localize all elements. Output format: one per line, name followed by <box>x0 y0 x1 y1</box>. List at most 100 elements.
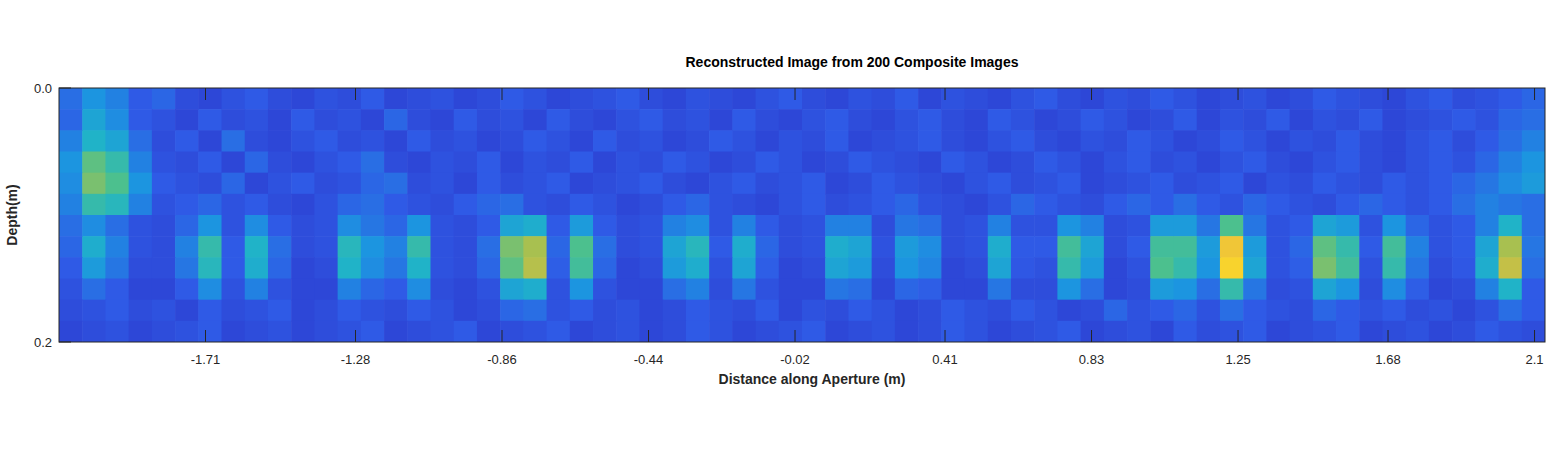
heatmap-cell <box>709 321 733 342</box>
heatmap-cell <box>361 130 385 152</box>
heatmap-cell <box>1522 279 1545 301</box>
heatmap-cell <box>1104 152 1128 174</box>
heatmap-cell <box>454 257 478 279</box>
heatmap-cell <box>454 173 478 195</box>
heatmap-cell <box>1406 257 1430 279</box>
heatmap-cell <box>1522 321 1545 342</box>
heatmap-cell <box>82 279 106 301</box>
heatmap-cell <box>175 321 199 342</box>
heatmap-cell <box>105 215 129 237</box>
heatmap-cell <box>1429 236 1453 258</box>
heatmap-cell <box>802 321 826 342</box>
heatmap-cell <box>314 257 338 279</box>
heatmap-cell <box>1266 173 1290 195</box>
heatmap-cell <box>152 194 176 216</box>
heatmap-cell <box>988 215 1012 237</box>
heatmap-cell <box>1057 236 1081 258</box>
x-tick <box>1091 330 1092 342</box>
x-axis-label: Distance along Aperture (m) <box>719 371 906 387</box>
heatmap-cell <box>825 321 849 342</box>
heatmap-cell <box>1475 236 1499 258</box>
heatmap-cell <box>686 300 710 322</box>
heatmap-cell <box>82 321 106 342</box>
heatmap-cell <box>82 257 106 279</box>
heatmap-cell <box>1011 130 1035 152</box>
heatmap-cell <box>384 152 408 174</box>
heatmap-cell <box>1382 109 1406 131</box>
heatmap-cell <box>547 173 571 195</box>
heatmap-cell <box>965 215 989 237</box>
heatmap-cell <box>1406 130 1430 152</box>
heatmap-cell <box>732 152 756 174</box>
heatmap-cell <box>918 173 942 195</box>
heatmap-cell <box>1382 257 1406 279</box>
heatmap-cell <box>988 300 1012 322</box>
heatmap-cell <box>407 88 431 110</box>
heatmap-cell <box>639 109 663 131</box>
heatmap-cell <box>756 257 780 279</box>
heatmap-cell <box>1336 194 1360 216</box>
heatmap-cell <box>1034 257 1058 279</box>
heatmap-cell <box>965 109 989 131</box>
heatmap-cell <box>1499 152 1523 174</box>
heatmap-cell <box>1011 236 1035 258</box>
heatmap-cell <box>732 173 756 195</box>
heatmap-cell <box>338 173 362 195</box>
heatmap-cell <box>1150 236 1174 258</box>
heatmap-cell <box>848 173 872 195</box>
heatmap-cell <box>105 88 129 110</box>
heatmap-cell <box>1359 321 1383 342</box>
heatmap-cell <box>268 236 292 258</box>
heatmap-cell <box>686 321 710 342</box>
heatmap-cell <box>593 152 617 174</box>
heatmap-cell <box>152 152 176 174</box>
heatmap-cell <box>872 88 896 110</box>
heatmap-cell <box>1104 257 1128 279</box>
heatmap-cell <box>1359 300 1383 322</box>
heatmap-cell <box>198 279 222 301</box>
heatmap-cell <box>1452 279 1476 301</box>
heatmap-cell <box>616 173 640 195</box>
heatmap-cell <box>825 194 849 216</box>
heatmap-cell <box>500 152 524 174</box>
heatmap-cell <box>1220 321 1244 342</box>
heatmap-cell <box>570 130 594 152</box>
heatmap-cell <box>1499 109 1523 131</box>
heatmap-cell <box>500 109 524 131</box>
heatmap-cell <box>361 173 385 195</box>
heatmap-cell <box>1127 88 1151 110</box>
heatmap-cell <box>175 300 199 322</box>
heatmap-cell <box>1127 279 1151 301</box>
heatmap-cell <box>222 130 246 152</box>
heatmap-cell <box>1522 130 1545 152</box>
heatmap-cell <box>686 109 710 131</box>
heatmap-cell <box>756 130 780 152</box>
heatmap-cell <box>848 321 872 342</box>
heatmap-cell <box>756 321 780 342</box>
heatmap-cell <box>1127 194 1151 216</box>
heatmap-cell <box>988 279 1012 301</box>
heatmap-cell <box>291 173 315 195</box>
heatmap-cell <box>1034 321 1058 342</box>
heatmap-cell <box>547 152 571 174</box>
heatmap-cell <box>1452 194 1476 216</box>
x-tick-label: -0.86 <box>487 352 517 367</box>
heatmap-cell <box>1220 300 1244 322</box>
heatmap-cell <box>1197 300 1221 322</box>
heatmap-cell <box>384 130 408 152</box>
heatmap-cell <box>59 300 83 322</box>
heatmap-cell <box>500 279 524 301</box>
heatmap-cell <box>1336 236 1360 258</box>
heatmap-cell <box>1313 152 1337 174</box>
heatmap-cell <box>245 194 269 216</box>
heatmap-cell <box>268 257 292 279</box>
x-tick <box>205 330 206 342</box>
heatmap-cell <box>1336 257 1360 279</box>
heatmap-cell <box>663 152 687 174</box>
heatmap-cell <box>314 194 338 216</box>
heatmap-cell <box>570 257 594 279</box>
heatmap-cell <box>570 88 594 110</box>
heatmap-cell <box>1452 215 1476 237</box>
heatmap-cell <box>872 321 896 342</box>
heatmap-cell <box>965 173 989 195</box>
